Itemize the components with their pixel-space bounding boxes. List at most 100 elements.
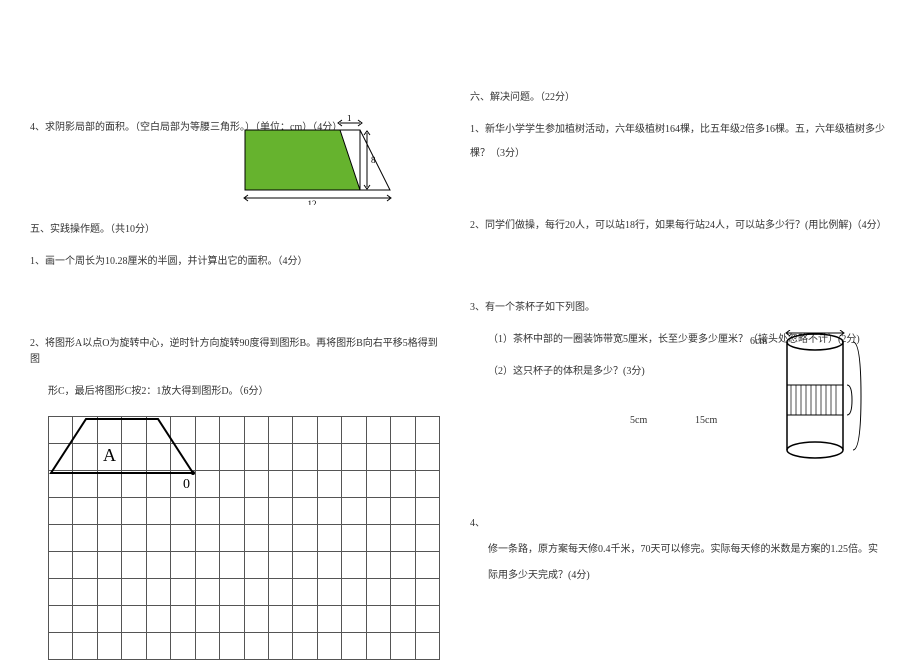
grid-cell (146, 498, 170, 525)
grid-cell (220, 633, 244, 660)
grid-cell (317, 471, 341, 498)
grid-cell (268, 444, 292, 471)
grid-cell (97, 444, 121, 471)
left-column: 4、求阴影局部的面积。（空白局部为等腰三角形。）（单位：cm）（4分） 1 8 … (0, 0, 460, 651)
r-q4-line1: 修一条路，原方案每天修0.4千米，70天可以修完。实际每天修的米数是方案的1.2… (470, 542, 900, 558)
grid-cell (342, 471, 366, 498)
grid-cell (244, 498, 268, 525)
grid-cell (49, 579, 73, 606)
r-q1-line1: 1、新华小学学生参加植树活动，六年级植树164棵，比五年级2倍多16棵。五，六年… (470, 122, 900, 138)
grid-cell (220, 552, 244, 579)
r-q4-num: 4、 (470, 516, 900, 532)
grid-cell (97, 633, 121, 660)
grid-cell (97, 417, 121, 444)
grid-cell (415, 606, 439, 633)
trap-bottom-label: 12 (308, 199, 317, 205)
grid-cell (268, 417, 292, 444)
grid-cell (268, 633, 292, 660)
grid-cell (415, 525, 439, 552)
grid-cell (220, 444, 244, 471)
grid-cell (244, 552, 268, 579)
grid-cell (244, 525, 268, 552)
grid-cell (195, 498, 219, 525)
grid-cell (73, 552, 97, 579)
section5-title: 五、实践操作题。（共10分） (30, 222, 440, 238)
grid-cell (73, 498, 97, 525)
grid-cell (317, 606, 341, 633)
grid-cell (49, 633, 73, 660)
grid-cell (342, 633, 366, 660)
grid-cell (342, 606, 366, 633)
r-q3-title: 3、有一个茶杯子如下列图。 (470, 300, 900, 316)
grid-cell (415, 498, 439, 525)
grid-cell (342, 579, 366, 606)
grid-cell (73, 606, 97, 633)
grid-cell (49, 498, 73, 525)
grid-cell (195, 552, 219, 579)
grid-cell (73, 471, 97, 498)
grid-cell (293, 444, 317, 471)
grid-cell (391, 579, 415, 606)
grid-cell (73, 417, 97, 444)
practice-q2-line2: 形C，最后将图形C按2：1放大得到图形D。（6分） (30, 384, 440, 400)
grid-cell (415, 633, 439, 660)
grid-cell (244, 633, 268, 660)
grid-cell (195, 606, 219, 633)
grid-cell (49, 525, 73, 552)
grid-cell (146, 417, 170, 444)
grid-cell (366, 633, 390, 660)
grid-cell (366, 606, 390, 633)
grid-cell (391, 552, 415, 579)
grid-cell (171, 444, 195, 471)
grid-cell (391, 633, 415, 660)
grid-cell (391, 498, 415, 525)
grid-cell (268, 471, 292, 498)
grid-cell (171, 552, 195, 579)
grid-cell (317, 633, 341, 660)
grid-cell (244, 444, 268, 471)
grid-cell (268, 552, 292, 579)
grid-cell (122, 417, 146, 444)
grid-cell (195, 444, 219, 471)
grid-cell (244, 417, 268, 444)
label-15cm: 15cm (695, 415, 717, 426)
grid-cell (146, 552, 170, 579)
grid-cell (293, 579, 317, 606)
grid-container: A 0 (48, 416, 440, 660)
label-6cm: 6cm (750, 336, 767, 347)
grid-cell (171, 498, 195, 525)
grid-cell (391, 606, 415, 633)
grid-cell (415, 471, 439, 498)
grid-cell (122, 579, 146, 606)
grid-cell (391, 471, 415, 498)
cup-figure (775, 330, 885, 470)
grid-cell (220, 525, 244, 552)
grid-cell (317, 417, 341, 444)
grid-cell (195, 471, 219, 498)
grid-cell (415, 444, 439, 471)
grid-cell (73, 525, 97, 552)
grid-cell (97, 498, 121, 525)
grid-cell (391, 525, 415, 552)
grid-cell (122, 525, 146, 552)
section6-title: 六、解决问题。（22分） (470, 90, 900, 106)
grid-cell (366, 498, 390, 525)
grid-cell (195, 417, 219, 444)
grid-cell (366, 417, 390, 444)
grid-cell (342, 552, 366, 579)
grid-cell (293, 417, 317, 444)
trapezoid-figure: 1 8 12 (230, 115, 400, 205)
grid-cell (317, 525, 341, 552)
grid-cell (122, 498, 146, 525)
grid-cell (49, 552, 73, 579)
grid-cell (49, 471, 73, 498)
grid-cell (97, 606, 121, 633)
grid-cell (49, 444, 73, 471)
grid-cell (146, 525, 170, 552)
grid-cell (195, 633, 219, 660)
grid-cell (342, 525, 366, 552)
grid-cell (171, 471, 195, 498)
grid-cell (73, 579, 97, 606)
grid-cell (146, 606, 170, 633)
label-5cm: 5cm (630, 415, 647, 426)
